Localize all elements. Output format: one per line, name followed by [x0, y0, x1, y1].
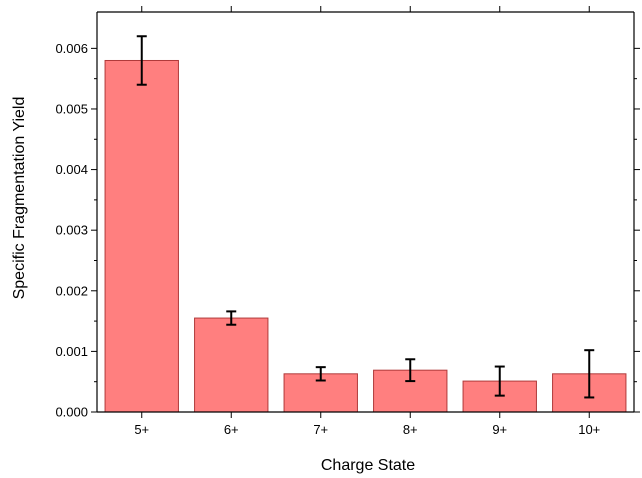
x-tick-label-7+: 7+ — [313, 422, 328, 437]
x-tick-label-5+: 5+ — [134, 422, 149, 437]
y-tick-label-0.000: 0.000 — [55, 405, 88, 420]
y-tick-label-0.004: 0.004 — [55, 162, 88, 177]
x-axis-title: Charge State — [321, 457, 415, 474]
bars-layer — [104, 59, 627, 413]
x-tick-label-8+: 8+ — [403, 422, 418, 437]
x-tick-label-9+: 9+ — [492, 422, 507, 437]
y-tick-label-0.003: 0.003 — [55, 223, 88, 238]
y-axis-title: Specific Fragmentation Yield — [11, 97, 28, 300]
error-bars-layer — [136, 35, 595, 399]
y-tick-label-0.005: 0.005 — [55, 101, 88, 116]
y-tick-label-0.002: 0.002 — [55, 283, 88, 298]
bar-5+ — [104, 59, 179, 413]
x-tick-label-6+: 6+ — [224, 422, 239, 437]
ticks-layer: 0.000 0.001 0.002 0.003 0.004 0.005 0.006 5+ 6+ 7… — [55, 6, 640, 437]
y-tick-label-0.006: 0.006 — [55, 41, 88, 56]
bar-6+ — [194, 317, 269, 413]
y-tick-label-0.001: 0.001 — [55, 344, 88, 359]
x-tick-label-10+: 10+ — [578, 422, 600, 437]
